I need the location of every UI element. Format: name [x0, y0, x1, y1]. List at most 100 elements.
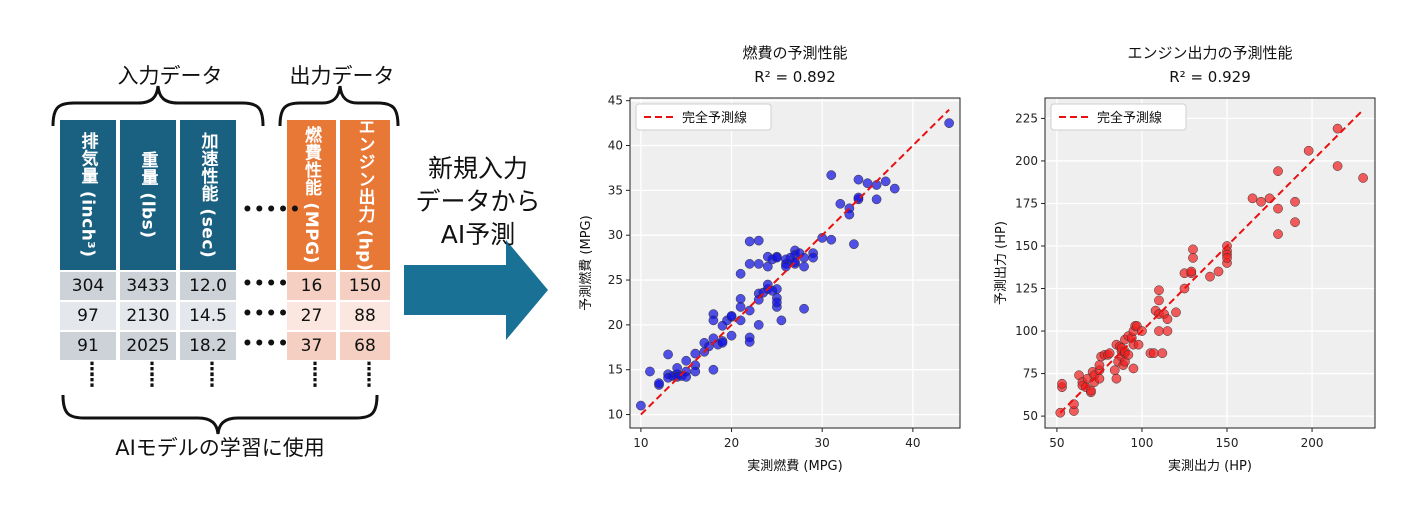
y-tick-label: 200 — [1015, 154, 1038, 168]
x-tick-label: 100 — [1131, 436, 1154, 450]
y-tick-label: 15 — [608, 363, 623, 377]
perfect-prediction-line — [640, 108, 950, 416]
data-point — [1154, 326, 1164, 336]
data-point — [1205, 271, 1215, 282]
data-point — [744, 259, 755, 269]
data-point — [826, 234, 837, 245]
right-arrow — [404, 240, 548, 340]
x-tick-label: 40 — [905, 436, 920, 450]
data-point — [753, 259, 764, 269]
data-point — [835, 198, 846, 209]
data-point — [944, 118, 954, 128]
data-point — [690, 366, 701, 377]
data-point — [853, 174, 864, 185]
data-point — [776, 315, 787, 326]
chart-subtitle: R² = 0.892 — [754, 68, 835, 86]
data-point — [654, 378, 664, 389]
plot-frame — [629, 97, 961, 429]
column-header-acceleration: 加速性能 (sec) — [180, 120, 236, 270]
data-point — [726, 330, 737, 341]
column-ellipsis: ⋮ ⋮ — [306, 359, 324, 391]
row-ellipsis: ••••• — [242, 304, 302, 324]
x-axis-label: 実測燃費 (MPG) — [747, 458, 842, 474]
column-ellipsis: ⋮ ⋮ — [203, 359, 221, 391]
data-point — [663, 349, 673, 360]
data-point — [708, 364, 719, 375]
table-cell: 2130 — [120, 302, 176, 330]
data-point — [853, 192, 864, 203]
data-point — [1094, 360, 1105, 370]
data-point — [1247, 193, 1258, 204]
table-cell: 16 — [287, 272, 336, 300]
table-cell: 97 — [60, 302, 116, 330]
data-point — [708, 315, 719, 326]
x-tick-label: 20 — [724, 436, 739, 450]
data-point — [772, 284, 782, 294]
data-point — [1171, 307, 1181, 318]
data-point — [1256, 196, 1266, 207]
row-ellipsis: ••••• — [242, 274, 302, 294]
x-tick-label: 30 — [815, 436, 830, 450]
data-point — [1094, 373, 1105, 384]
data-point — [636, 400, 646, 411]
data-point — [744, 236, 755, 247]
column-header-mpg: 燃費性能 (MPG) — [287, 120, 336, 270]
data-point — [762, 261, 773, 272]
data-point — [1273, 166, 1283, 176]
data-point — [1133, 339, 1144, 350]
y-tick-label: 75 — [1023, 367, 1038, 381]
data-point — [1123, 350, 1134, 360]
legend-label: 完全予測線 — [1097, 110, 1162, 126]
group-braces — [51, 85, 548, 435]
y-tick-label: 40 — [608, 139, 623, 153]
output-data-label: 出力データ — [289, 64, 395, 88]
data-point — [1154, 285, 1164, 296]
data-point — [1273, 203, 1283, 214]
x-tick-label: 50 — [1049, 436, 1064, 450]
data-point — [753, 235, 764, 246]
data-point — [808, 252, 818, 263]
chart-title: エンジン出力の予測性能 — [1127, 44, 1292, 62]
training-label: AIモデルの学習に使用 — [115, 436, 325, 460]
data-point — [1157, 348, 1168, 359]
legend: 完全予測線 — [1050, 103, 1187, 131]
x-tick-label: 10 — [633, 436, 648, 450]
data-point — [681, 355, 692, 366]
data-point — [753, 294, 764, 305]
table-cell: 150 — [340, 272, 390, 300]
data-point — [1358, 173, 1368, 183]
x-axis-label: 実測出力 (HP) — [1168, 458, 1252, 474]
data-point — [1188, 244, 1198, 255]
table-cell: 18.2 — [180, 332, 236, 360]
data-point — [1149, 348, 1159, 359]
column-header-hp: エンジン出力 (hp) — [340, 118, 390, 272]
data-point — [826, 170, 837, 180]
table-cell: 304 — [60, 272, 116, 300]
y-tick-label: 50 — [1023, 409, 1038, 423]
y-axis-label: 予測燃費 (MPG) — [578, 215, 594, 310]
y-tick-label: 150 — [1015, 239, 1038, 253]
input-data-label: 入力データ — [117, 64, 223, 88]
data-point — [1154, 295, 1164, 306]
data-point — [753, 320, 764, 330]
arrow-caption-line: AI予測 — [440, 220, 516, 249]
y-axis-label: 予測出力 (HP) — [994, 221, 1009, 305]
mpg-scatter-chart: 10 20 30 40 10 15 20 25 30 35 40 45 燃費の予測性能 R² = 0.89… — [578, 44, 961, 474]
y-tick-label: 100 — [1015, 324, 1038, 338]
column-ellipsis: ⋮ ⋮ — [360, 359, 378, 391]
data-point — [1273, 229, 1283, 239]
data-point — [1186, 266, 1197, 277]
legend-box — [1050, 103, 1187, 131]
arrow-caption-line: 新規入力 — [427, 154, 528, 183]
legend-label: 完全予測線 — [682, 110, 747, 126]
data-point — [1162, 314, 1173, 324]
training-brace — [61, 394, 379, 435]
y-tick-label: 25 — [608, 273, 623, 287]
data-point — [849, 239, 859, 250]
data-point — [844, 209, 855, 220]
data-point — [1332, 161, 1343, 171]
chart-title: 燃費の予測性能 — [742, 44, 847, 62]
column-ellipsis: ⋮ ⋮ — [143, 359, 161, 391]
table-cell: 37 — [287, 332, 336, 360]
table-cell: 91 — [60, 332, 116, 360]
